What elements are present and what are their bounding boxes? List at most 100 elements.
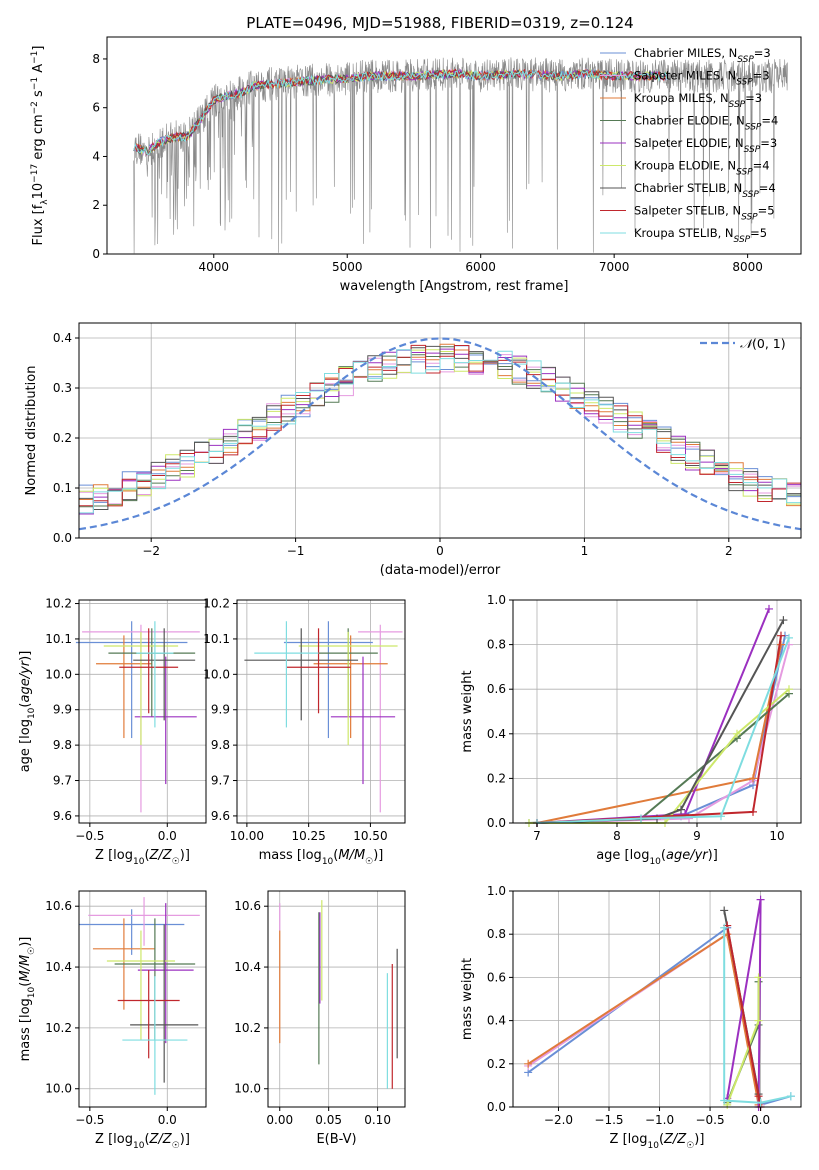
y-tick-label: 0.1 bbox=[53, 481, 72, 495]
y-tick-label: 0.3 bbox=[53, 381, 72, 395]
y-tick-label: 10.6 bbox=[45, 899, 72, 913]
series-line-3 bbox=[528, 692, 790, 824]
y-tick-label: 10.6 bbox=[234, 899, 261, 913]
y-axis-label: mass [log10(M/M☉)] bbox=[18, 937, 37, 1062]
series-point-6 bbox=[677, 805, 685, 814]
x-axis-label: Z [log10(Z/Z☉)] bbox=[95, 1132, 190, 1151]
y-tick-label: 0.0 bbox=[53, 531, 72, 545]
y-tick-label: 1.0 bbox=[487, 884, 506, 898]
series-point-6 bbox=[779, 616, 788, 625]
x-tick-label: 0.0 bbox=[751, 1113, 770, 1127]
y-tick-label: 10.0 bbox=[45, 667, 72, 681]
legend-entry: Kroupa ELODIE, NSSP=4 bbox=[634, 159, 770, 178]
y-tick-label: 0.0 bbox=[487, 1100, 506, 1114]
axes-frame bbox=[236, 599, 406, 824]
y-tick-label: 0.8 bbox=[487, 927, 506, 941]
y-tick-label: 9.8 bbox=[53, 738, 72, 752]
x-axis-label: wavelength [Angstrom, rest frame] bbox=[340, 279, 569, 294]
legend-entry: Kroupa STELIB, NSSP=5 bbox=[634, 226, 767, 245]
y-tick-label: 0.2 bbox=[53, 431, 72, 445]
y-tick-label: 1.0 bbox=[487, 593, 506, 607]
y-axis-label: age [log10(age/yr)] bbox=[18, 651, 37, 773]
x-tick-label: −1 bbox=[287, 544, 305, 558]
histogram-6 bbox=[79, 345, 801, 518]
y-tick-label: 10.1 bbox=[203, 632, 230, 646]
series-line-8 bbox=[536, 637, 790, 824]
spectrum-panel: 4000 5000 6000 7000 8000 0 2 4 6 8 wavelength [Ang… bbox=[30, 36, 802, 294]
y-tick-label: 0 bbox=[92, 247, 100, 261]
y-tick-label: 9.7 bbox=[53, 774, 72, 788]
y-tick-label: 0.4 bbox=[487, 1014, 506, 1028]
y-tick-label: 10.0 bbox=[45, 1082, 72, 1096]
x-tick-label: 8 bbox=[613, 829, 621, 843]
y-tick-label: 0.4 bbox=[53, 331, 72, 345]
series-line-6 bbox=[536, 619, 785, 824]
x-tick-label: 9 bbox=[693, 829, 701, 843]
series-point-4 bbox=[756, 895, 765, 904]
y-tick-label: 4 bbox=[92, 149, 100, 163]
series-point-7 bbox=[754, 1092, 763, 1101]
x-tick-label: 10.00 bbox=[230, 829, 264, 843]
series-point-5 bbox=[754, 973, 763, 982]
series-point-8 bbox=[717, 812, 725, 821]
y-axis-label: mass weight bbox=[460, 958, 475, 1040]
y-tick-label: 9.9 bbox=[53, 703, 72, 717]
y-tick-label: 0.6 bbox=[487, 970, 506, 984]
x-tick-label: 10 bbox=[769, 829, 784, 843]
x-tick-label: 0.05 bbox=[315, 1113, 342, 1127]
series-point-5 bbox=[733, 729, 741, 738]
figure-title: PLATE=0496, MJD=51988, FIBERID=0319, z=0… bbox=[246, 14, 633, 32]
x-tick-label: −2.0 bbox=[544, 1113, 573, 1127]
y-tick-label: 9.8 bbox=[211, 738, 230, 752]
y-tick-label: 6 bbox=[92, 101, 100, 115]
x-tick-label: 6000 bbox=[465, 260, 496, 274]
x-tick-label: 5000 bbox=[332, 260, 363, 274]
legend-entry: 𝒩(0, 1) bbox=[740, 336, 786, 351]
series-line-5 bbox=[726, 977, 760, 1106]
observed-spectrum bbox=[133, 57, 788, 254]
y-axis-label: Flux [fλ10−17 erg cm−2 s−1 A−1] bbox=[30, 46, 50, 246]
y-tick-label: 9.9 bbox=[211, 703, 230, 717]
model-spectrum-7 bbox=[133, 68, 668, 156]
y-tick-label: 10.2 bbox=[203, 597, 230, 611]
series-point-2 bbox=[524, 1059, 533, 1068]
series-point-8 bbox=[785, 633, 793, 642]
legend-entry: Salpeter STELIB, NSSP=5 bbox=[634, 204, 775, 223]
y-tick-label: 8 bbox=[92, 52, 100, 66]
legend-entry: Salpeter MILES, NSSP=3 bbox=[634, 69, 770, 88]
x-tick-label: 7000 bbox=[599, 260, 630, 274]
y-tick-label: 10.2 bbox=[234, 1021, 261, 1035]
series-point-8 bbox=[637, 814, 645, 823]
y-tick-label: 10.0 bbox=[234, 1082, 261, 1096]
y-axis-label: Normed distribution bbox=[24, 366, 39, 496]
x-tick-label: 0.10 bbox=[364, 1113, 391, 1127]
mass-weight-vs-age-panel: 7 8 9 10 0.0 0.2 0.4 0.6 0.8 1.0 age [log10(age/yr… bbox=[460, 593, 802, 867]
axes-frame bbox=[267, 890, 406, 1108]
x-tick-label: 10.25 bbox=[291, 829, 325, 843]
axes-frame bbox=[106, 36, 802, 255]
x-axis-label: E(B-V) bbox=[316, 1132, 356, 1147]
series-point-7 bbox=[749, 807, 757, 816]
mass-vs-metallicity-panel: −0.5 0.0 10.0 10.2 10.4 10.6 Z [log10(Z/Z☉)] ma… bbox=[18, 890, 207, 1151]
x-tick-label: −1.0 bbox=[645, 1113, 674, 1127]
histograms-group bbox=[79, 337, 801, 531]
y-tick-label: 0.8 bbox=[487, 638, 506, 652]
x-tick-label: 8000 bbox=[732, 260, 763, 274]
series-point-5 bbox=[723, 1100, 732, 1109]
axes-frame bbox=[512, 890, 802, 1108]
x-tick-label: −0.5 bbox=[75, 829, 104, 843]
y-tick-label: 10.1 bbox=[45, 632, 72, 646]
x-tick-label: −2 bbox=[142, 544, 160, 558]
y-tick-label: 0.6 bbox=[487, 682, 506, 696]
series-line-1 bbox=[527, 932, 762, 1105]
mass-weight-vs-metallicity-panel: −2.0 −1.5 −1.0 −0.5 0.0 0.0 0.2 0.4 0.6 0.8 1.0 Z [… bbox=[460, 884, 802, 1151]
residual-histogram-panel: −2 −1 0 1 2 0.0 0.1 0.2 0.3 0.4 (data-model)/error… bbox=[24, 322, 802, 578]
histogram-8 bbox=[79, 349, 801, 518]
legend-entry: Chabrier MILES, NSSP=3 bbox=[634, 46, 771, 65]
legend-entry: Chabrier ELODIE, NSSP=4 bbox=[634, 114, 778, 133]
legend-entry: Chabrier STELIB, NSSP=4 bbox=[634, 181, 776, 200]
x-tick-label: −0.5 bbox=[75, 1113, 104, 1127]
series-point-8 bbox=[720, 923, 729, 932]
x-tick-label: 4000 bbox=[198, 260, 229, 274]
